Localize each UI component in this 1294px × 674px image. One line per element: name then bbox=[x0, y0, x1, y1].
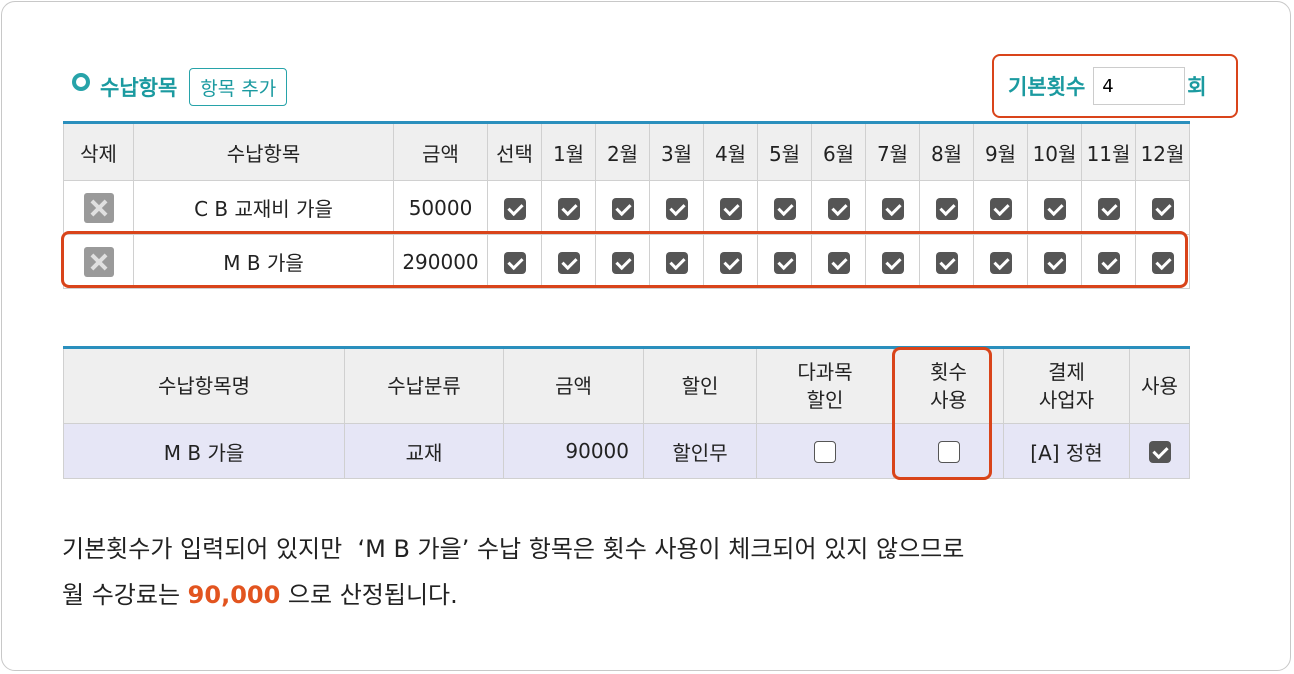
detail-table: 수납항목명 수납분류 금액 할인 다과목 할인 횟수 사용 결제 사업자 사용 … bbox=[63, 346, 1190, 479]
col-month-10: 10월 bbox=[1027, 122, 1082, 181]
col-month-3: 3월 bbox=[649, 122, 704, 181]
detail-header-row: 수납항목명 수납분류 금액 할인 다과목 할인 횟수 사용 결제 사업자 사용 bbox=[63, 347, 1190, 424]
item-amount: 290000 bbox=[393, 234, 488, 289]
item-name: C B 교재비 가을 bbox=[133, 180, 394, 235]
note-line-2: 월 수강료는 90,000 으로 산정됩니다. bbox=[62, 581, 458, 609]
month-checkbox[interactable] bbox=[1097, 251, 1120, 274]
month-checkbox[interactable] bbox=[665, 251, 688, 274]
col-discount: 할인 bbox=[643, 347, 757, 424]
month-checkbox[interactable] bbox=[881, 197, 904, 220]
col-month-7: 7월 bbox=[865, 122, 920, 181]
delete-icon[interactable] bbox=[83, 192, 114, 223]
col-month-9: 9월 bbox=[973, 122, 1028, 181]
col-payer: 결제 사업자 bbox=[1003, 347, 1130, 424]
month-checkbox[interactable] bbox=[1097, 197, 1120, 220]
month-checkbox[interactable] bbox=[989, 251, 1012, 274]
month-checkbox[interactable] bbox=[611, 251, 634, 274]
count-use-checkbox[interactable] bbox=[937, 441, 960, 464]
use-checkbox[interactable] bbox=[1148, 441, 1171, 464]
month-checkbox[interactable] bbox=[881, 251, 904, 274]
col-month-8: 8월 bbox=[919, 122, 974, 181]
col-select: 선택 bbox=[487, 122, 542, 181]
col-multi-discount: 다과목 할인 bbox=[756, 347, 894, 424]
month-checkbox[interactable] bbox=[1151, 251, 1174, 274]
add-item-button[interactable]: 항목 추가 bbox=[189, 68, 288, 106]
explanation-note: 기본횟수가 입력되어 있지만 ‘M B 가을’ 수납 항목은 횟수 사용이 체크… bbox=[62, 526, 964, 618]
bullet-icon bbox=[72, 73, 90, 91]
col-category: 수납분류 bbox=[344, 347, 504, 424]
col-month-6: 6월 bbox=[811, 122, 866, 181]
col-count-use: 횟수 사용 bbox=[893, 347, 1004, 424]
items-header-row: 삭제 수납항목 금액 선택 1월 2월 3월 4월 5월 6월 7월 8월 9월… bbox=[63, 122, 1190, 181]
item-amount: 50000 bbox=[393, 180, 488, 235]
note-line-1: 기본횟수가 입력되어 있지만 ‘M B 가을’ 수납 항목은 횟수 사용이 체크… bbox=[62, 535, 965, 563]
month-checkbox[interactable] bbox=[1151, 197, 1174, 220]
detail-category: 교재 bbox=[344, 423, 504, 479]
fee-amount: 90,000 bbox=[187, 581, 281, 609]
month-checkbox[interactable] bbox=[719, 251, 742, 274]
col-month-2: 2월 bbox=[595, 122, 650, 181]
multi-discount-checkbox[interactable] bbox=[814, 441, 836, 464]
month-checkbox[interactable] bbox=[989, 197, 1012, 220]
col-delete: 삭제 bbox=[63, 122, 134, 181]
col-amount: 금액 bbox=[393, 122, 488, 181]
detail-item-name: M B 가을 bbox=[63, 423, 345, 479]
select-checkbox[interactable] bbox=[503, 251, 526, 274]
col-month-5: 5월 bbox=[757, 122, 812, 181]
col-item: 수납항목 bbox=[133, 122, 394, 181]
month-checkbox[interactable] bbox=[665, 197, 688, 220]
section-title: 수납항목 bbox=[100, 76, 178, 100]
month-checkbox[interactable] bbox=[935, 197, 958, 220]
base-count-input[interactable] bbox=[1093, 67, 1186, 105]
col-item-name: 수납항목명 bbox=[63, 347, 345, 424]
month-checkbox[interactable] bbox=[611, 197, 634, 220]
col-amount: 금액 bbox=[503, 347, 644, 424]
base-count-unit: 회 bbox=[1187, 75, 1207, 99]
month-checkbox[interactable] bbox=[557, 251, 580, 274]
table-row: M B 가을 290000 bbox=[63, 234, 1190, 289]
base-count-box: 기본횟수 회 bbox=[992, 54, 1238, 118]
month-checkbox[interactable] bbox=[935, 251, 958, 274]
month-checkbox[interactable] bbox=[773, 251, 796, 274]
delete-icon[interactable] bbox=[83, 246, 114, 277]
items-table: 삭제 수납항목 금액 선택 1월 2월 3월 4월 5월 6월 7월 8월 9월… bbox=[63, 121, 1190, 289]
col-use: 사용 bbox=[1129, 347, 1190, 424]
month-checkbox[interactable] bbox=[1043, 251, 1066, 274]
month-checkbox[interactable] bbox=[719, 197, 742, 220]
section-header: 수납항목 항목 추가 bbox=[72, 68, 288, 106]
month-checkbox[interactable] bbox=[827, 251, 850, 274]
col-month-1: 1월 bbox=[541, 122, 596, 181]
col-month-4: 4월 bbox=[703, 122, 758, 181]
select-checkbox[interactable] bbox=[503, 197, 526, 220]
table-row: C B 교재비 가을 50000 bbox=[63, 180, 1190, 235]
col-month-11: 11월 bbox=[1081, 122, 1136, 181]
detail-payer: [A] 정현 bbox=[1003, 423, 1130, 479]
month-checkbox[interactable] bbox=[827, 197, 850, 220]
month-checkbox[interactable] bbox=[557, 197, 580, 220]
col-month-12: 12월 bbox=[1135, 122, 1190, 181]
detail-discount: 할인무 bbox=[643, 423, 757, 479]
table-row: M B 가을 교재 90000 할인무 [A] 정현 bbox=[63, 423, 1190, 479]
month-checkbox[interactable] bbox=[1043, 197, 1066, 220]
item-name: M B 가을 bbox=[133, 234, 394, 289]
detail-amount: 90000 bbox=[503, 423, 644, 479]
base-count-label: 기본횟수 bbox=[1008, 75, 1086, 99]
month-checkbox[interactable] bbox=[773, 197, 796, 220]
